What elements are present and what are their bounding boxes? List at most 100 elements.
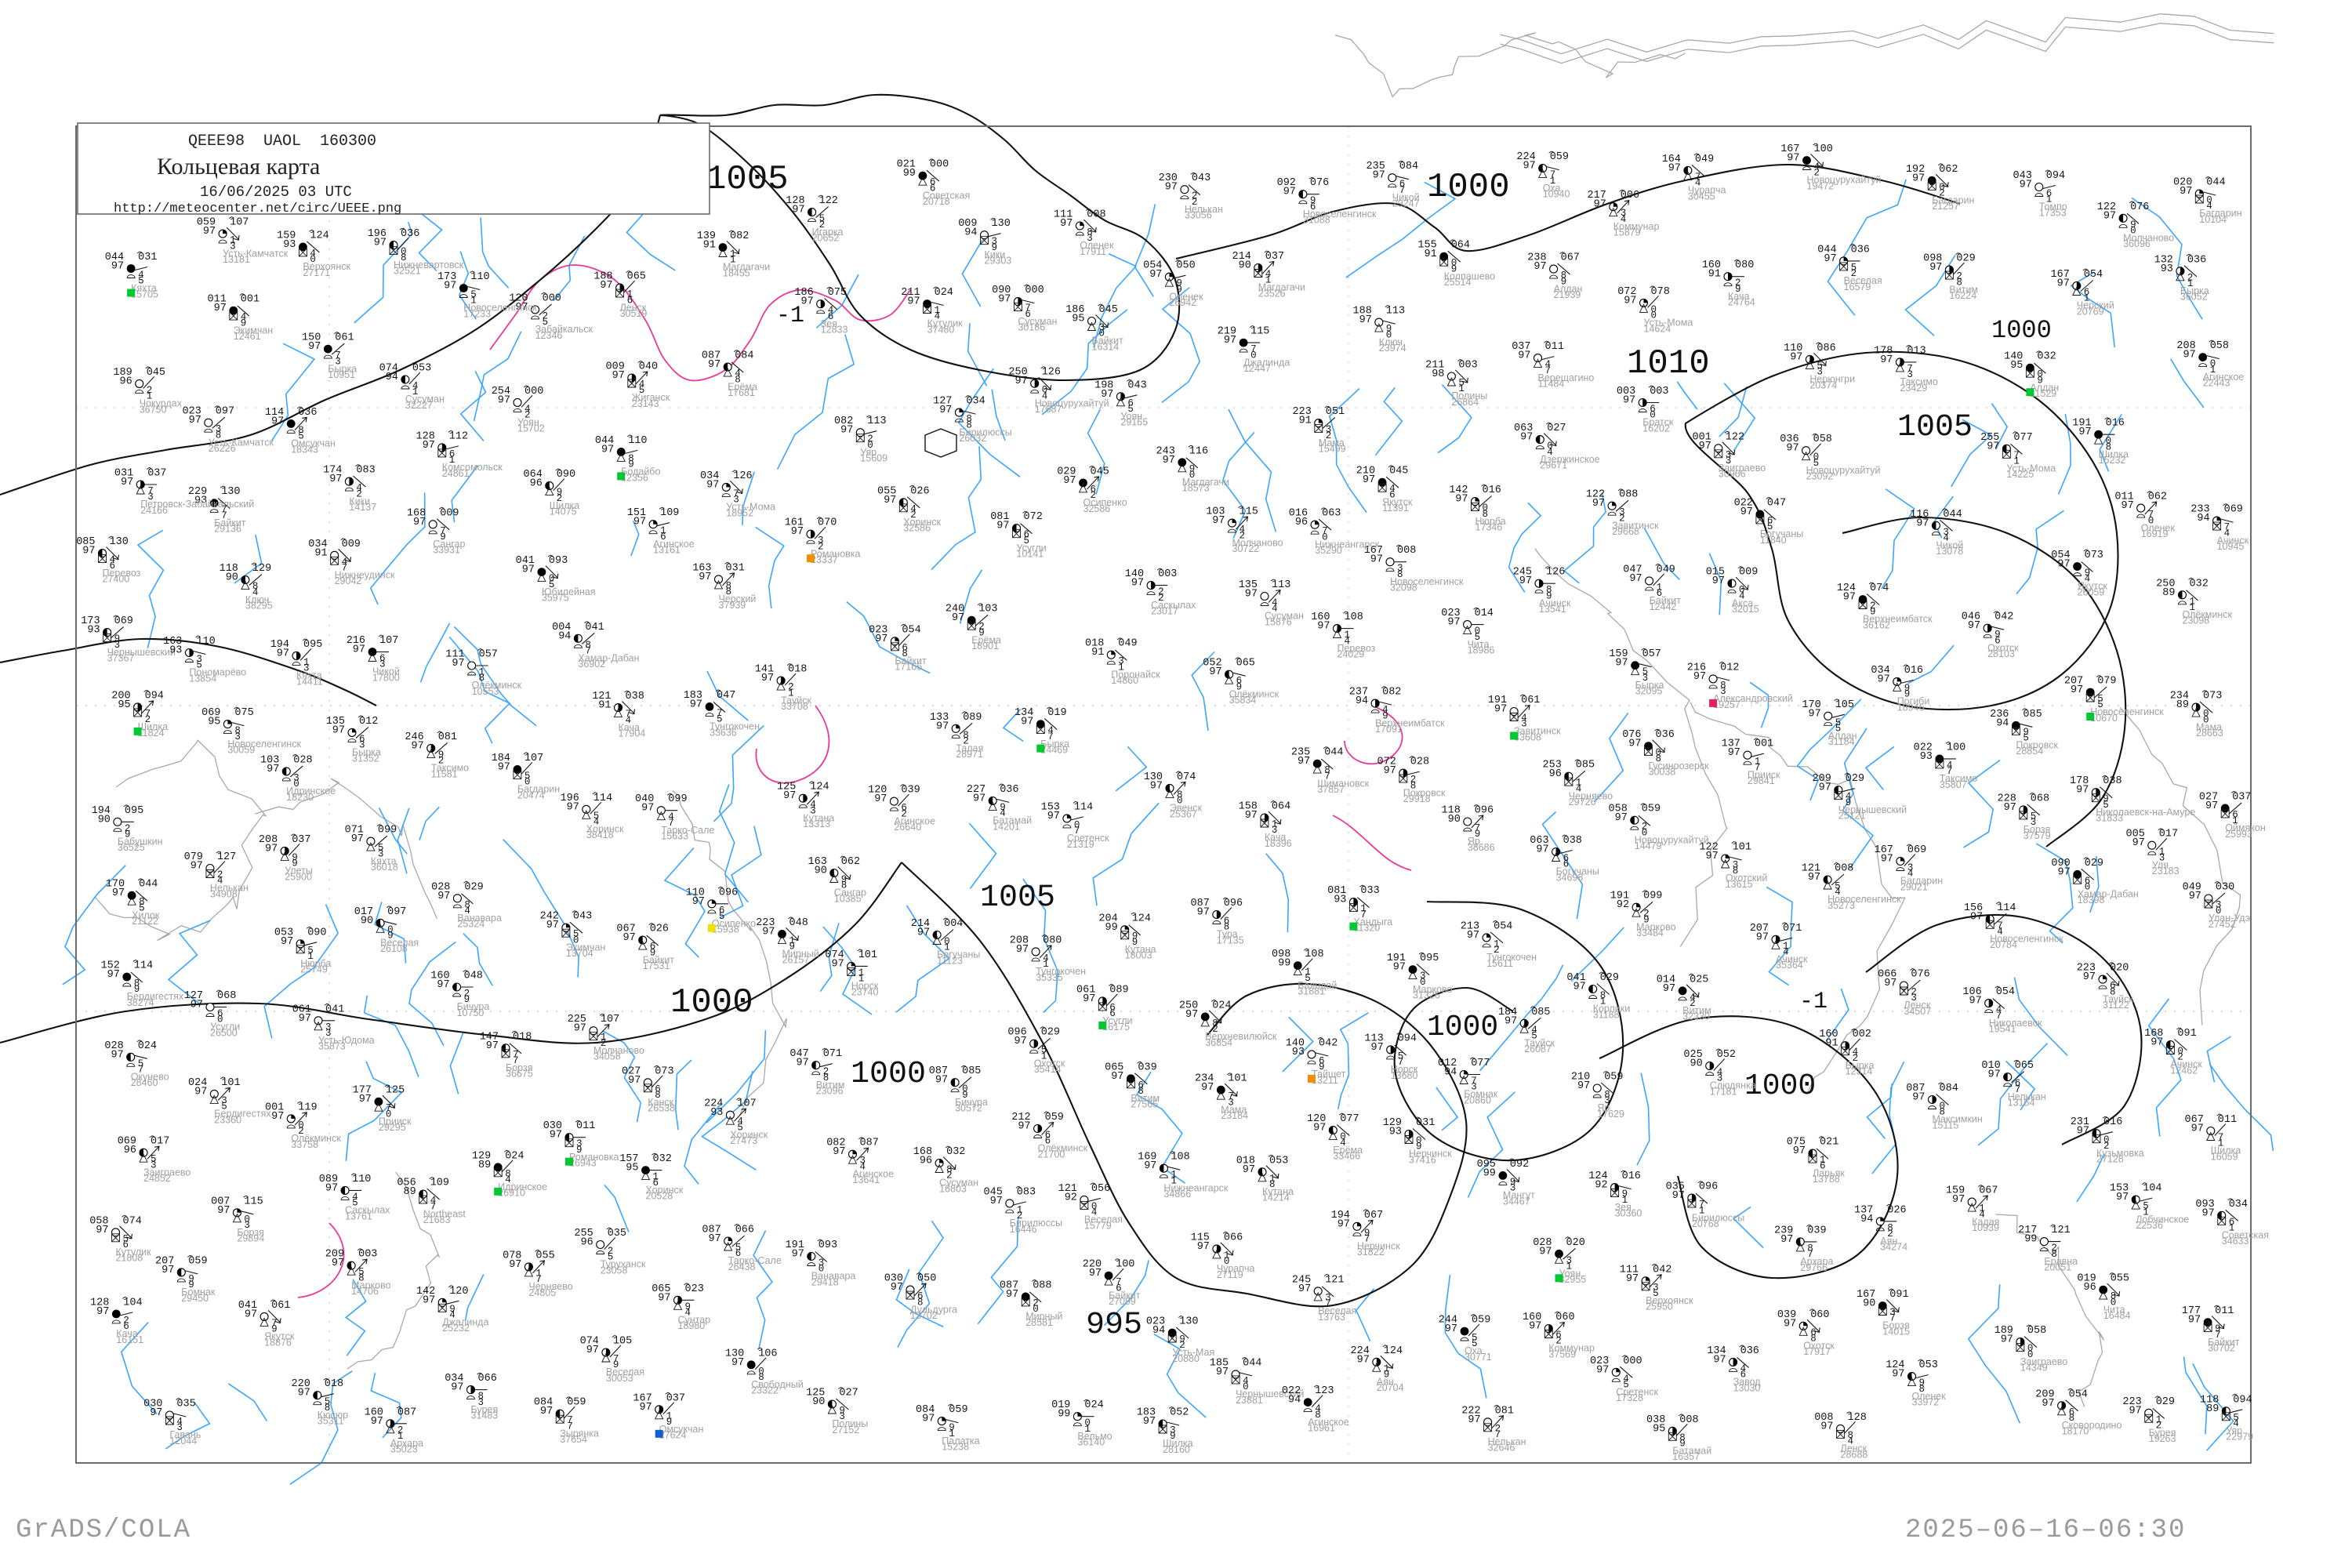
svg-text:97: 97 [1520,432,1533,444]
svg-text:019: 019 [1047,707,1066,719]
svg-text:97: 97 [874,793,887,805]
svg-text:067: 067 [1364,1210,1383,1221]
svg-text:13854: 13854 [189,673,216,684]
svg-text:070: 070 [818,517,837,529]
svg-text:017: 017 [2159,829,2178,840]
svg-text:97: 97 [1447,617,1460,629]
svg-text:085: 085 [962,1065,981,1077]
svg-text:90: 90 [815,866,827,877]
svg-text:20652: 20652 [812,233,840,244]
svg-text:97: 97 [1163,455,1175,466]
svg-text:97: 97 [1819,782,1831,794]
svg-text:34908: 34908 [210,888,238,899]
svg-text:18396: 18396 [1265,838,1292,849]
svg-text:37569: 37569 [1548,1348,1576,1359]
svg-text:97: 97 [1916,517,1929,529]
svg-text:029: 029 [2156,1396,2175,1408]
svg-text:032: 032 [946,1146,965,1158]
svg-text:97: 97 [1693,671,1706,683]
svg-text:16059: 16059 [2211,1151,2238,1162]
svg-text:97: 97 [245,1308,257,1320]
svg-text:23337: 23337 [811,554,838,565]
svg-text:33484: 33484 [1636,927,1664,938]
svg-text:97: 97 [792,205,804,216]
svg-text:97: 97 [437,891,450,902]
svg-text:13763: 13763 [1318,1312,1345,1323]
svg-text:21700: 21700 [1038,1149,1065,1160]
svg-text:97: 97 [267,764,279,775]
svg-text:099: 099 [1643,891,1662,902]
svg-text:97: 97 [265,843,278,855]
svg-text:97: 97 [884,495,896,506]
svg-text:94: 94 [1444,1067,1457,1079]
svg-text:17629: 17629 [1597,1109,1624,1120]
svg-text:97: 97 [277,648,289,659]
svg-text:18986: 18986 [1468,645,1495,656]
svg-text:29042: 29042 [335,575,362,586]
svg-text:15702: 15702 [517,423,545,434]
svg-text:081: 081 [1495,1405,1514,1417]
svg-text:97: 97 [2201,1207,2214,1219]
svg-text:20880: 20880 [1172,1353,1200,1364]
svg-text:23974: 23974 [1379,343,1406,354]
svg-text:16579: 16579 [1844,281,1871,292]
svg-text:11824: 11824 [138,728,165,739]
svg-text:023: 023 [685,1283,704,1295]
svg-text:13680: 13680 [1391,1070,1418,1081]
svg-text:99: 99 [1483,1167,1496,1179]
svg-text:95: 95 [118,699,130,711]
svg-text:97: 97 [1596,1364,1609,1376]
svg-text:32098: 32098 [1390,583,1417,593]
svg-text:094: 094 [2046,170,2065,182]
svg-text:011: 011 [1545,341,1564,353]
svg-text:20051: 20051 [2044,1262,2071,1273]
svg-text:97: 97 [150,1407,162,1419]
svg-text:038: 038 [2103,775,2122,787]
svg-text:26640: 26640 [894,822,921,833]
svg-text:101: 101 [221,1077,240,1089]
svg-text:97: 97 [1892,1369,1904,1381]
svg-text:27099: 27099 [1109,1296,1136,1307]
svg-text:059: 059 [1550,151,1569,163]
svg-text:001: 001 [1755,739,1773,750]
svg-text:032: 032 [2190,578,2209,590]
svg-text:92: 92 [1595,1180,1607,1192]
svg-text:93: 93 [87,625,100,637]
svg-text:97: 97 [1298,1283,1311,1295]
svg-text:14225: 14225 [2006,469,2034,480]
svg-text:18343: 18343 [291,444,318,455]
svg-text:013: 013 [1907,345,1926,357]
svg-text:97: 97 [1014,376,1027,387]
svg-text:97: 97 [800,296,813,308]
svg-text:97: 97 [1021,717,1033,728]
svg-text:97: 97 [1212,515,1225,527]
svg-text:99: 99 [1105,922,1117,934]
svg-text:97: 97 [1445,1323,1457,1335]
svg-text:97: 97 [2077,1126,2089,1138]
svg-text:090: 090 [557,469,575,481]
svg-text:17904: 17904 [619,728,646,739]
svg-text:97: 97 [996,521,1009,532]
svg-text:110: 110 [628,435,647,447]
svg-text:11320: 11320 [1353,923,1380,934]
svg-text:97: 97 [451,1382,463,1394]
svg-text:35023: 35023 [390,1444,418,1455]
svg-text:89: 89 [403,1186,416,1198]
svg-text:97: 97 [1209,666,1221,678]
svg-text:115: 115 [1250,326,1269,338]
svg-text:038: 038 [1563,835,1582,847]
svg-text:116: 116 [1189,445,1208,457]
svg-text:26500: 26500 [210,1027,238,1038]
svg-text:16/06/2025 03 UTC: 16/06/2025 03 UTC [200,183,352,201]
svg-text:1000: 1000 [1427,168,1510,207]
svg-text:97: 97 [299,1013,311,1025]
svg-text:97: 97 [1494,704,1507,716]
svg-text:97: 97 [831,958,844,970]
svg-text:97: 97 [692,896,705,908]
svg-text:94: 94 [386,372,398,383]
svg-text:97: 97 [2116,1192,2129,1203]
svg-text:36902: 36902 [578,659,605,670]
svg-text:17911: 17911 [1080,246,1106,257]
svg-text:063: 063 [1322,508,1341,520]
svg-text:35834: 35834 [1229,695,1257,706]
